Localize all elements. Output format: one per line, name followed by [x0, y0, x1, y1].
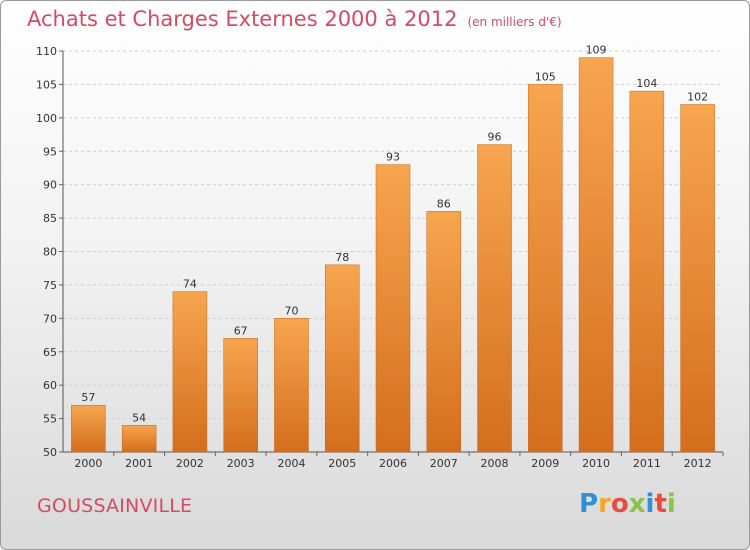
value-label: 109: [586, 44, 607, 57]
x-tick-label: 2004: [277, 457, 305, 470]
bar-2002: [172, 291, 208, 453]
bars: [71, 57, 715, 453]
bar-2012: [680, 104, 715, 453]
logo-letter: t: [654, 489, 667, 519]
bar-2006: [375, 164, 411, 453]
bar-2007: [426, 211, 462, 453]
value-label: 54: [132, 411, 146, 424]
y-tick-label: 55: [43, 413, 57, 426]
value-label: 74: [183, 278, 197, 291]
value-label: 102: [687, 90, 708, 103]
value-label: 105: [535, 70, 556, 83]
x-tick-label: 2012: [684, 457, 712, 470]
y-tick-label: 90: [43, 179, 57, 192]
y-tick-label: 95: [43, 145, 57, 158]
y-tick-label: 110: [36, 45, 57, 58]
y-tick-label: 65: [43, 346, 57, 359]
value-label: 86: [437, 197, 451, 210]
value-label: 57: [81, 391, 95, 404]
x-tick-label: 2002: [176, 457, 204, 470]
logo-letter: x: [628, 489, 646, 519]
city-name: GOUSSAINVILLE: [37, 495, 193, 517]
bar-2005: [324, 264, 360, 453]
chart-title-text: Achats et Charges Externes 2000 à 2012: [27, 7, 458, 31]
x-tick-label: 2000: [74, 457, 102, 470]
bar-2003: [223, 338, 258, 453]
logo-letter: i: [645, 489, 655, 519]
x-tick-label: 2007: [430, 457, 458, 470]
y-tick-label: 70: [43, 312, 57, 325]
y-tick-label: 60: [43, 379, 57, 392]
y-tick-label: 75: [43, 279, 57, 292]
labels: 50 55 60 65 70 75 80 85 90 95 100 105 110 57 2000 54 200…: [36, 44, 712, 470]
bar-2008: [477, 144, 512, 453]
bar-2010: [578, 57, 614, 453]
value-label: 70: [284, 304, 298, 317]
x-tick-label: 2011: [633, 457, 661, 470]
x-tick-label: 2008: [481, 457, 509, 470]
bar-2001: [121, 425, 157, 453]
x-tick-label: 2009: [531, 457, 559, 470]
y-tick-label: 85: [43, 212, 57, 225]
logo-letter: r: [598, 489, 611, 519]
logo-letter: o: [610, 489, 629, 519]
chart-title: Achats et Charges Externes 2000 à 2012 (e…: [27, 7, 562, 31]
y-tick-label: 100: [36, 112, 57, 125]
bar-2000: [71, 404, 106, 453]
bar-2004: [274, 318, 309, 453]
x-tick-label: 2001: [125, 457, 153, 470]
logo-letter: i: [666, 489, 676, 519]
bar-2009: [528, 84, 563, 453]
y-tick-label: 50: [43, 446, 57, 459]
value-label: 78: [335, 251, 349, 264]
chart-subtitle: (en milliers d'€): [467, 15, 562, 29]
proxiti-logo: Proxiti: [579, 489, 676, 519]
y-tick-label: 80: [43, 246, 57, 259]
x-tick-label: 2006: [379, 457, 407, 470]
value-label: 104: [636, 77, 657, 90]
value-label: 67: [234, 324, 248, 337]
value-label: 93: [386, 151, 400, 164]
logo-letter: P: [579, 489, 599, 519]
bar-2011: [629, 90, 665, 453]
x-tick-label: 2005: [328, 457, 356, 470]
x-tick-label: 2003: [227, 457, 255, 470]
x-tick-label: 2010: [582, 457, 610, 470]
value-label: 96: [488, 131, 502, 144]
y-tick-label: 105: [36, 78, 57, 91]
